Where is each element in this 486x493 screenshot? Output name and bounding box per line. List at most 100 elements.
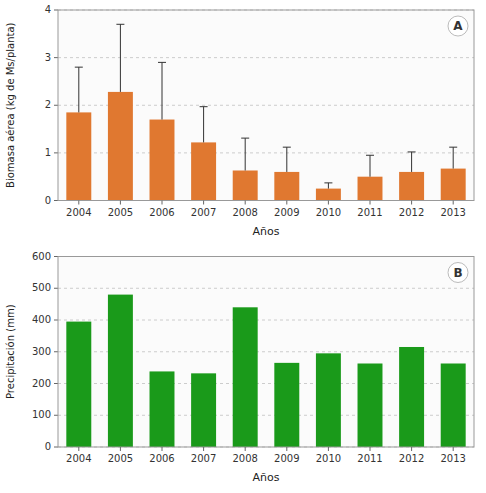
error-line: [120, 24, 121, 92]
error-line: [203, 107, 204, 143]
error-cap: [158, 62, 166, 63]
bar: [233, 170, 258, 200]
error-cap: [366, 155, 374, 156]
bar: [274, 172, 299, 201]
error-bar: [324, 183, 332, 189]
y-tick: [54, 10, 58, 11]
bar: [274, 363, 299, 447]
error-cap: [408, 151, 416, 152]
plot-frame: [58, 10, 474, 201]
x-tick-label: 2009: [274, 207, 299, 218]
bar: [150, 120, 175, 201]
bar: [441, 363, 466, 447]
bar: [399, 172, 424, 201]
x-tick-label: 2013: [440, 453, 465, 464]
error-bar: [116, 24, 124, 92]
x-tick: [453, 447, 454, 451]
y-tick-label: 3: [45, 52, 51, 63]
y-axis-label: Biomasa aérea (kg de Ms/planta): [5, 22, 16, 188]
x-tick-label: 2008: [232, 207, 257, 218]
y-tick: [54, 415, 58, 416]
y-tick: [54, 105, 58, 106]
x-tick-label: 2007: [191, 453, 216, 464]
y-tick: [54, 152, 58, 153]
x-tick: [328, 447, 329, 451]
x-tick: [370, 201, 371, 205]
bar: [66, 322, 91, 447]
y-tick-label: 2: [45, 99, 51, 110]
y-tick: [54, 288, 58, 289]
error-cap: [75, 67, 83, 68]
bar: [233, 307, 258, 447]
x-tick: [78, 447, 79, 451]
x-tick-label: 2005: [108, 207, 133, 218]
error-cap: [283, 147, 291, 148]
x-tick: [370, 447, 371, 451]
x-tick-label: 2011: [357, 207, 382, 218]
y-tick-label: 200: [32, 378, 51, 389]
figure: 0123420042005200620072008200920102011201…: [0, 0, 486, 493]
bar: [316, 353, 341, 447]
marks: [66, 24, 465, 200]
plot-frame: [58, 257, 474, 448]
y-tick: [54, 383, 58, 384]
error-line: [162, 62, 163, 119]
x-tick-label: 2009: [274, 453, 299, 464]
bar: [108, 92, 133, 201]
x-tick-label: 2005: [108, 453, 133, 464]
x-tick-label: 2010: [316, 207, 341, 218]
x-tick-label: 2011: [357, 453, 382, 464]
x-tick-label: 2004: [66, 453, 91, 464]
y-tick-label: 0: [45, 441, 51, 452]
error-line: [453, 147, 454, 168]
error-cap: [200, 106, 208, 107]
bar: [66, 112, 91, 200]
error-line: [286, 147, 287, 172]
y-tick: [54, 351, 58, 352]
error-cap: [241, 138, 249, 139]
x-tick: [245, 447, 246, 451]
panel: 0123420042005200620072008200920102011201…: [5, 4, 474, 238]
y-tick: [54, 320, 58, 321]
bar: [150, 371, 175, 447]
panel-label: A: [453, 19, 463, 33]
x-tick-label: 2010: [316, 453, 341, 464]
error-line: [78, 67, 79, 112]
y-tick-label: 1: [45, 147, 51, 158]
x-tick: [286, 447, 287, 451]
bar: [358, 177, 383, 201]
x-tick: [245, 201, 246, 205]
panel-label-circle: [448, 263, 468, 283]
bar: [399, 347, 424, 447]
bar: [108, 295, 133, 447]
x-tick-label: 2004: [66, 207, 91, 218]
y-tick-label: 300: [32, 346, 51, 357]
x-tick-label: 2007: [191, 207, 216, 218]
error-bar: [158, 62, 166, 119]
y-tick-label: 500: [32, 282, 51, 293]
plot-background: [58, 10, 474, 201]
x-tick: [286, 201, 287, 205]
bar: [191, 373, 216, 447]
y-tick-label: 0: [45, 195, 51, 206]
x-tick: [78, 201, 79, 205]
x-tick: [162, 447, 163, 451]
x-tick-label: 2012: [399, 453, 424, 464]
x-tick: [328, 201, 329, 205]
bar: [191, 142, 216, 200]
error-line: [328, 183, 329, 189]
y-tick: [54, 256, 58, 257]
y-tick-label: 400: [32, 314, 51, 325]
error-line: [411, 152, 412, 172]
x-tick-label: 2006: [149, 207, 174, 218]
x-tick-label: 2006: [149, 453, 174, 464]
error-bar: [283, 147, 291, 172]
x-tick-label: 2008: [232, 453, 257, 464]
x-tick-label: 2013: [440, 207, 465, 218]
y-axis-label: Precipitación (mm): [5, 304, 16, 399]
plot-background: [58, 257, 474, 448]
bar: [358, 363, 383, 447]
panel-label: B: [453, 266, 462, 280]
marks: [66, 295, 465, 447]
error-line: [245, 138, 246, 170]
